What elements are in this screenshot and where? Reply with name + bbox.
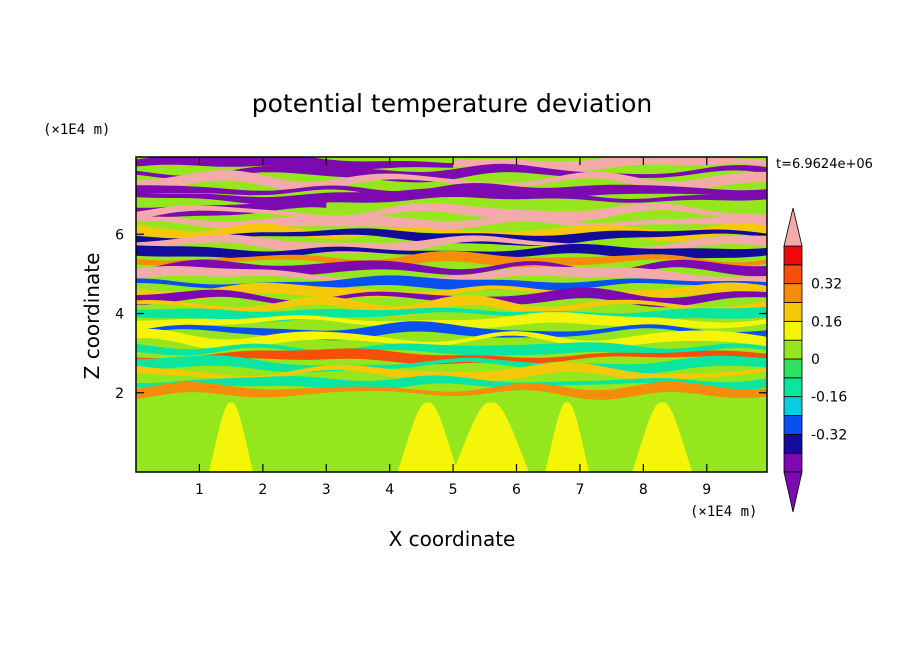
colorbar-band xyxy=(783,415,803,435)
x-tick-label: 6 xyxy=(512,482,521,498)
colorbar: 0.32 0.16 0 -0.16 -0.32 xyxy=(783,207,847,513)
contour-layer xyxy=(136,375,767,392)
plot-frame xyxy=(135,156,768,473)
y-axis-ticks: 2 4 6 xyxy=(115,227,767,402)
y-tick-label: 4 xyxy=(115,307,124,323)
colorbar-under-triangle xyxy=(783,471,803,513)
y-axis-label: Z coordinate xyxy=(80,253,104,380)
colorbar-band xyxy=(783,302,803,322)
x-tick-label: 4 xyxy=(385,482,394,498)
contour-layer xyxy=(136,202,767,222)
y-tick-label: 2 xyxy=(115,386,124,402)
x-tick-label: 9 xyxy=(702,482,711,498)
x-tick-label: 8 xyxy=(639,482,648,498)
contour-layer xyxy=(136,223,767,242)
contour-layer xyxy=(136,342,767,356)
contour-layer xyxy=(136,348,767,365)
chart-title: potential temperature deviation xyxy=(252,89,652,118)
boundary-plume xyxy=(632,402,693,472)
colorbar-band xyxy=(783,433,803,454)
colorbar-label: 0.16 xyxy=(811,314,842,330)
x-axis-label: X coordinate xyxy=(389,527,516,551)
colorbar-band xyxy=(783,377,803,398)
boundary-plume xyxy=(545,402,590,472)
x-tick-label: 3 xyxy=(322,482,331,498)
x-tick-label: 2 xyxy=(258,482,267,498)
colorbar-band xyxy=(783,264,803,285)
x-axis-unit: (×1E4 m) xyxy=(690,504,757,520)
colorbar-band xyxy=(783,358,803,379)
contour-field xyxy=(136,157,767,472)
boundary-plume xyxy=(397,402,458,472)
colorbar-band xyxy=(783,396,803,416)
x-tick-label: 7 xyxy=(575,482,584,498)
colorbar-label: -0.16 xyxy=(811,390,847,406)
time-label: t=6.9624e+06 xyxy=(776,157,873,172)
contour-layer xyxy=(136,295,767,317)
contour-layer xyxy=(136,157,454,170)
contour-layer xyxy=(136,250,767,269)
contour-layer xyxy=(136,362,767,382)
colorbar-label: 0 xyxy=(811,352,820,368)
contour-layer xyxy=(136,170,767,192)
colorbar-label: 0.32 xyxy=(811,277,842,293)
contour-layer xyxy=(136,266,767,286)
colorbar-band xyxy=(783,339,803,360)
x-tick-label: 1 xyxy=(195,482,204,498)
colorbar-bands xyxy=(783,207,803,513)
colorbar-band xyxy=(783,452,803,473)
contour-layer xyxy=(136,163,767,183)
boundary-plume xyxy=(453,402,530,472)
colorbar-band xyxy=(783,245,803,266)
x-tick-label: 5 xyxy=(449,482,458,498)
y-axis-unit: (×1E4 m) xyxy=(43,122,110,138)
colorbar-band xyxy=(783,320,803,341)
colorbar-labels: 0.32 0.16 0 -0.16 -0.32 xyxy=(811,277,847,444)
contour-layer xyxy=(136,312,767,330)
colorbar-band xyxy=(783,283,803,303)
y-tick-label: 6 xyxy=(115,227,124,243)
colorbar-label: -0.32 xyxy=(811,427,847,443)
boundary-plume xyxy=(209,402,254,472)
colorbar-over-triangle xyxy=(783,207,803,247)
x-axis-ticks: 1 2 3 4 5 6 7 8 9 xyxy=(195,157,711,498)
contour-layer xyxy=(136,381,767,400)
plot-area: 1 2 3 4 5 6 7 8 9 2 4 6 xyxy=(115,156,768,498)
